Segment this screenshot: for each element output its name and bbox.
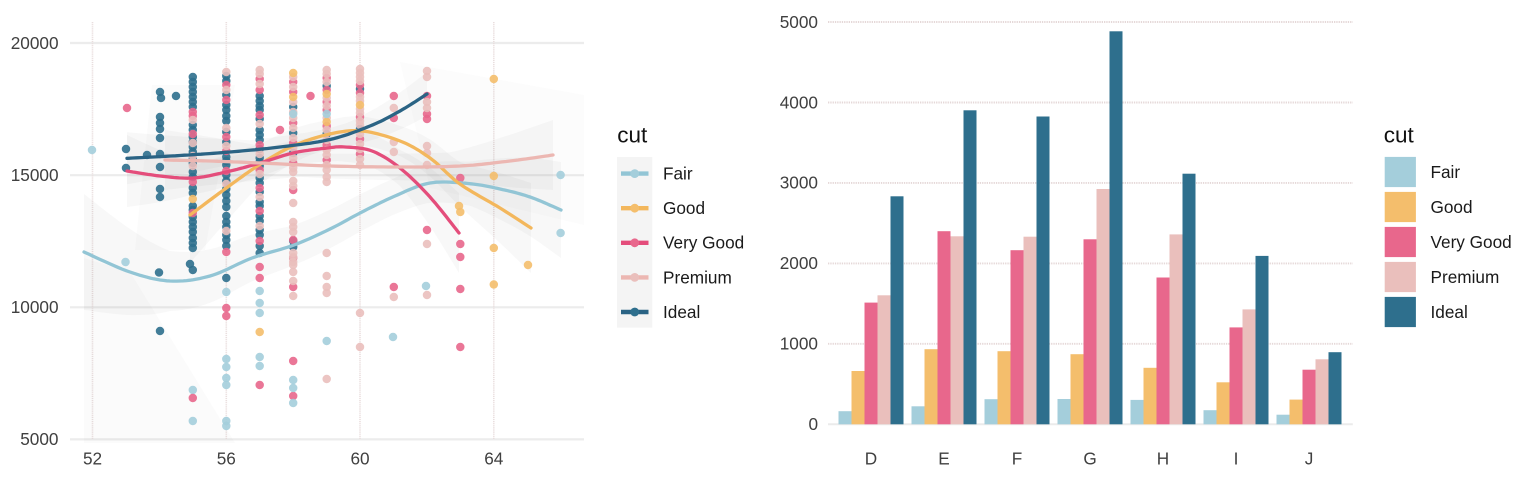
svg-text:20000: 20000 — [11, 33, 59, 53]
svg-text:H: H — [1157, 449, 1169, 469]
svg-text:5000: 5000 — [20, 429, 58, 449]
svg-text:Premium: Premium — [1431, 267, 1500, 287]
svg-text:0: 0 — [808, 414, 818, 434]
svg-text:cut: cut — [1384, 122, 1415, 147]
svg-text:Good: Good — [1431, 197, 1473, 217]
svg-text:Very Good: Very Good — [663, 233, 744, 253]
svg-text:1000: 1000 — [780, 334, 818, 354]
svg-text:56: 56 — [217, 449, 236, 469]
svg-text:Very Good: Very Good — [1431, 232, 1512, 252]
svg-text:Ideal: Ideal — [663, 302, 700, 322]
svg-text:Good: Good — [663, 198, 705, 218]
svg-text:Premium: Premium — [663, 267, 732, 287]
svg-text:15000: 15000 — [11, 165, 59, 185]
svg-text:64: 64 — [484, 449, 504, 469]
svg-text:Ideal: Ideal — [1431, 302, 1468, 322]
svg-text:I: I — [1234, 449, 1239, 469]
svg-text:Fair: Fair — [663, 164, 693, 184]
svg-text:E: E — [938, 449, 949, 469]
svg-text:G: G — [1083, 449, 1096, 469]
svg-text:4000: 4000 — [780, 92, 818, 112]
svg-text:D: D — [865, 449, 877, 469]
svg-text:10000: 10000 — [11, 297, 59, 317]
svg-text:F: F — [1012, 449, 1023, 469]
svg-text:J: J — [1305, 449, 1314, 469]
svg-text:cut: cut — [617, 122, 648, 147]
svg-text:2000: 2000 — [780, 253, 818, 273]
svg-text:Fair: Fair — [1431, 162, 1461, 182]
svg-text:60: 60 — [350, 449, 369, 469]
svg-text:3000: 3000 — [780, 173, 818, 193]
svg-text:5000: 5000 — [780, 12, 818, 32]
svg-text:52: 52 — [83, 449, 102, 469]
